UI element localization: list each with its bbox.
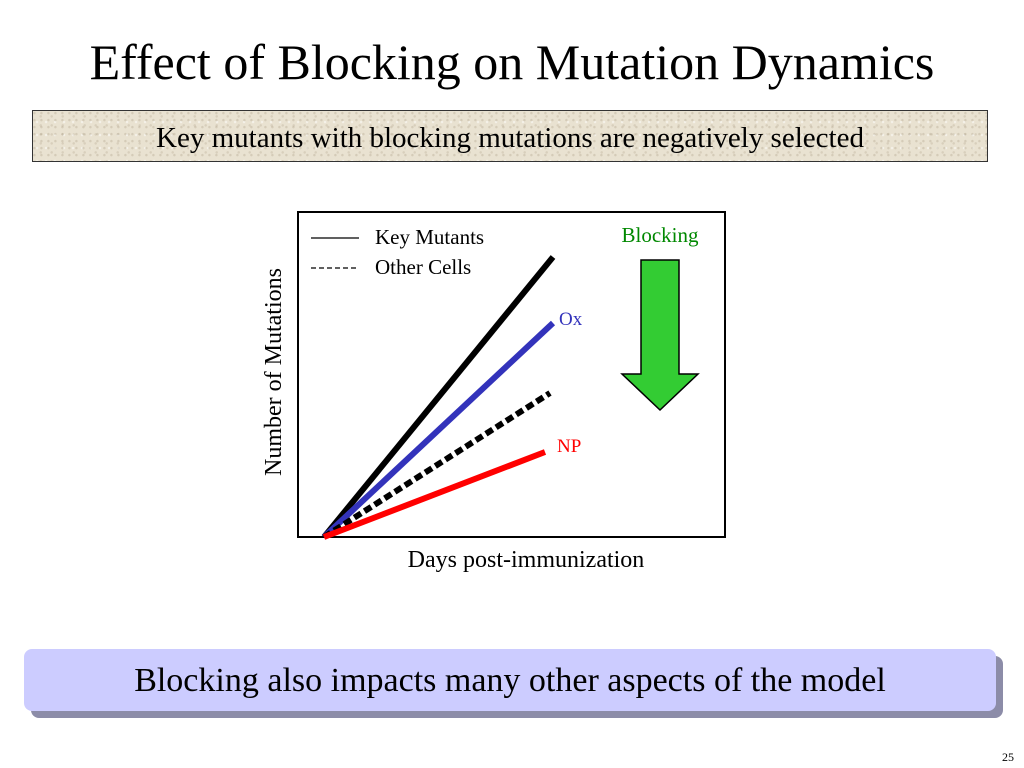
blocking-label: Blocking [622, 223, 699, 247]
y-axis-label: Number of Mutations [261, 268, 287, 476]
other-cells-line [322, 390, 552, 540]
bottom-banner-text: Blocking also impacts many other aspects… [134, 662, 886, 699]
x-axis-label: Days post-immunization [408, 547, 645, 573]
np-label: NP [557, 436, 581, 457]
bottom-banner: Blocking also impacts many other aspects… [24, 649, 996, 711]
subtitle-box: Key mutants with blocking mutations are … [32, 110, 988, 162]
slide-title: Effect of Blocking on Mutation Dynamics [89, 34, 935, 90]
page-number: 25 [1002, 750, 1014, 764]
down-arrow-icon [620, 259, 700, 412]
legend-other-cells-label: Other Cells [375, 255, 471, 279]
np-line [322, 449, 547, 540]
ox-label: Ox [559, 309, 583, 330]
ox-line [321, 320, 556, 540]
key-mutants-line [321, 255, 556, 539]
subtitle-text: Key mutants with blocking mutations are … [156, 122, 864, 154]
legend-key-mutants-label: Key Mutants [375, 225, 484, 249]
